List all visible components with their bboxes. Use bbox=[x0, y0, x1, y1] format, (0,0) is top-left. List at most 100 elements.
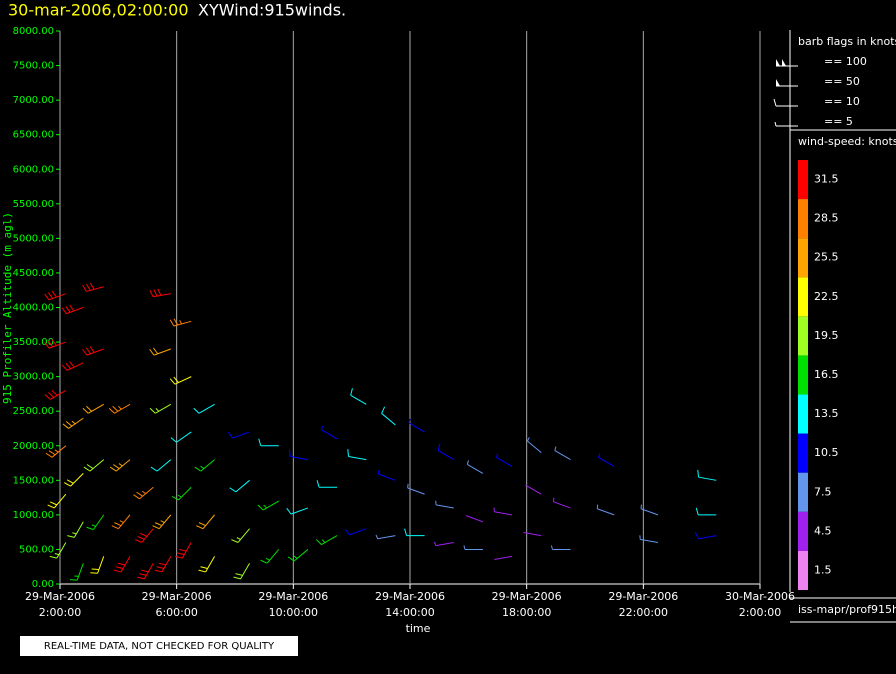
colorbar-title: wind-speed: knots bbox=[798, 135, 896, 148]
barb-feather bbox=[154, 569, 162, 573]
barb-feather bbox=[200, 566, 208, 569]
barb-feather bbox=[51, 390, 58, 396]
barb-shaft bbox=[527, 440, 542, 454]
barb-shaft bbox=[554, 450, 571, 461]
wind-barb bbox=[316, 480, 338, 488]
barb-feather bbox=[117, 562, 126, 566]
wind-barb bbox=[435, 500, 454, 509]
colorbar-swatch bbox=[798, 472, 808, 512]
x-axis-label: time bbox=[406, 622, 431, 635]
barb-feather bbox=[65, 306, 71, 313]
barb-half bbox=[160, 520, 165, 523]
barb-shaft bbox=[86, 348, 104, 356]
barb-feather bbox=[288, 449, 291, 457]
barb-feather bbox=[287, 556, 295, 562]
colorbar-label: 16.5 bbox=[814, 368, 839, 381]
barb-flag bbox=[776, 59, 780, 66]
barb-feather bbox=[61, 364, 68, 371]
colorbar-swatch bbox=[798, 160, 808, 200]
wind-barb bbox=[694, 531, 717, 540]
wind-barb bbox=[494, 555, 513, 560]
barb-feather bbox=[109, 466, 117, 472]
barb-shaft bbox=[293, 549, 309, 562]
wind-barb bbox=[554, 446, 571, 461]
wind-barb bbox=[286, 507, 309, 515]
colorbar-label: 1.5 bbox=[814, 563, 832, 576]
barb-shaft bbox=[348, 455, 367, 461]
wind-barb bbox=[109, 459, 131, 472]
barb-shaft bbox=[202, 514, 215, 529]
wind-barb bbox=[170, 431, 192, 443]
barb-feather bbox=[133, 494, 140, 500]
colorbar-swatch bbox=[798, 238, 808, 278]
wind-barb bbox=[90, 556, 105, 574]
barb-shaft bbox=[240, 563, 251, 580]
barb-shaft bbox=[523, 531, 542, 537]
barb-legend-title: barb flags in knots bbox=[798, 35, 896, 48]
barb-feather bbox=[112, 464, 120, 469]
barb-shaft bbox=[698, 476, 717, 481]
barb-feather bbox=[67, 535, 75, 538]
barb-shaft bbox=[407, 487, 425, 495]
barb-shaft bbox=[467, 463, 484, 474]
colorbar-label: 25.5 bbox=[814, 251, 839, 264]
wind-barb bbox=[44, 390, 67, 400]
barb-feather bbox=[194, 466, 202, 472]
chart-title: XYWind:915winds. bbox=[198, 1, 346, 20]
barb-shaft bbox=[377, 535, 396, 540]
barb-feather bbox=[47, 292, 54, 299]
barb-feather bbox=[173, 376, 179, 383]
barb-shaft bbox=[350, 394, 367, 405]
barb-half bbox=[54, 553, 59, 556]
barb-feather bbox=[150, 466, 158, 472]
wind-barb bbox=[408, 418, 425, 433]
barb-shaft bbox=[118, 514, 131, 529]
wind-barb bbox=[63, 473, 84, 487]
wind-barb bbox=[697, 469, 717, 481]
barb-feather bbox=[695, 507, 699, 516]
wind-barb bbox=[260, 549, 280, 564]
barb-feather bbox=[149, 290, 154, 298]
wind-barb bbox=[150, 459, 172, 472]
barb-feather bbox=[91, 568, 99, 571]
wind-barb bbox=[695, 507, 717, 516]
wind-barb bbox=[527, 437, 542, 454]
barb-feather bbox=[404, 528, 408, 536]
wind-barb bbox=[465, 515, 484, 523]
barb-shaft bbox=[237, 528, 250, 543]
barb-feather bbox=[45, 452, 53, 458]
y-tick-label: 5000.00 bbox=[13, 233, 54, 244]
x-tick-label: 2:00:00 bbox=[39, 606, 81, 619]
barb-feather bbox=[44, 342, 50, 349]
barb-feather bbox=[85, 347, 91, 355]
x-tick-label: 2:00:00 bbox=[739, 606, 781, 619]
wind-barb bbox=[69, 563, 84, 581]
barb-feather bbox=[344, 528, 350, 536]
x-tick-label: 22:00:00 bbox=[619, 606, 668, 619]
wind-barb bbox=[378, 470, 396, 481]
barb-shaft bbox=[120, 556, 131, 573]
barb-half bbox=[321, 425, 324, 430]
wind-barb bbox=[169, 376, 192, 385]
barb-feather bbox=[173, 318, 179, 326]
barb-shaft bbox=[178, 486, 192, 501]
barb-shaft bbox=[408, 422, 425, 433]
y-tick-label: 4500.00 bbox=[13, 268, 54, 279]
barb-half bbox=[177, 494, 182, 498]
barb-feather bbox=[86, 283, 91, 291]
barb-feather bbox=[136, 491, 143, 497]
barb-shaft bbox=[290, 455, 309, 461]
notice: REAL-TIME DATA, NOT CHECKED FOR QUALITY bbox=[44, 641, 275, 652]
wind-barb bbox=[61, 304, 84, 315]
barb-feather bbox=[437, 443, 441, 451]
barb-feather bbox=[149, 407, 156, 414]
barb-feather bbox=[82, 348, 88, 356]
barb-half bbox=[118, 405, 122, 410]
barb-half bbox=[155, 407, 160, 412]
colorbar-swatch bbox=[798, 394, 808, 434]
wind-barb bbox=[149, 403, 172, 414]
barb-feather bbox=[152, 347, 159, 355]
barb-feather bbox=[170, 437, 177, 443]
barb-half bbox=[200, 465, 205, 469]
